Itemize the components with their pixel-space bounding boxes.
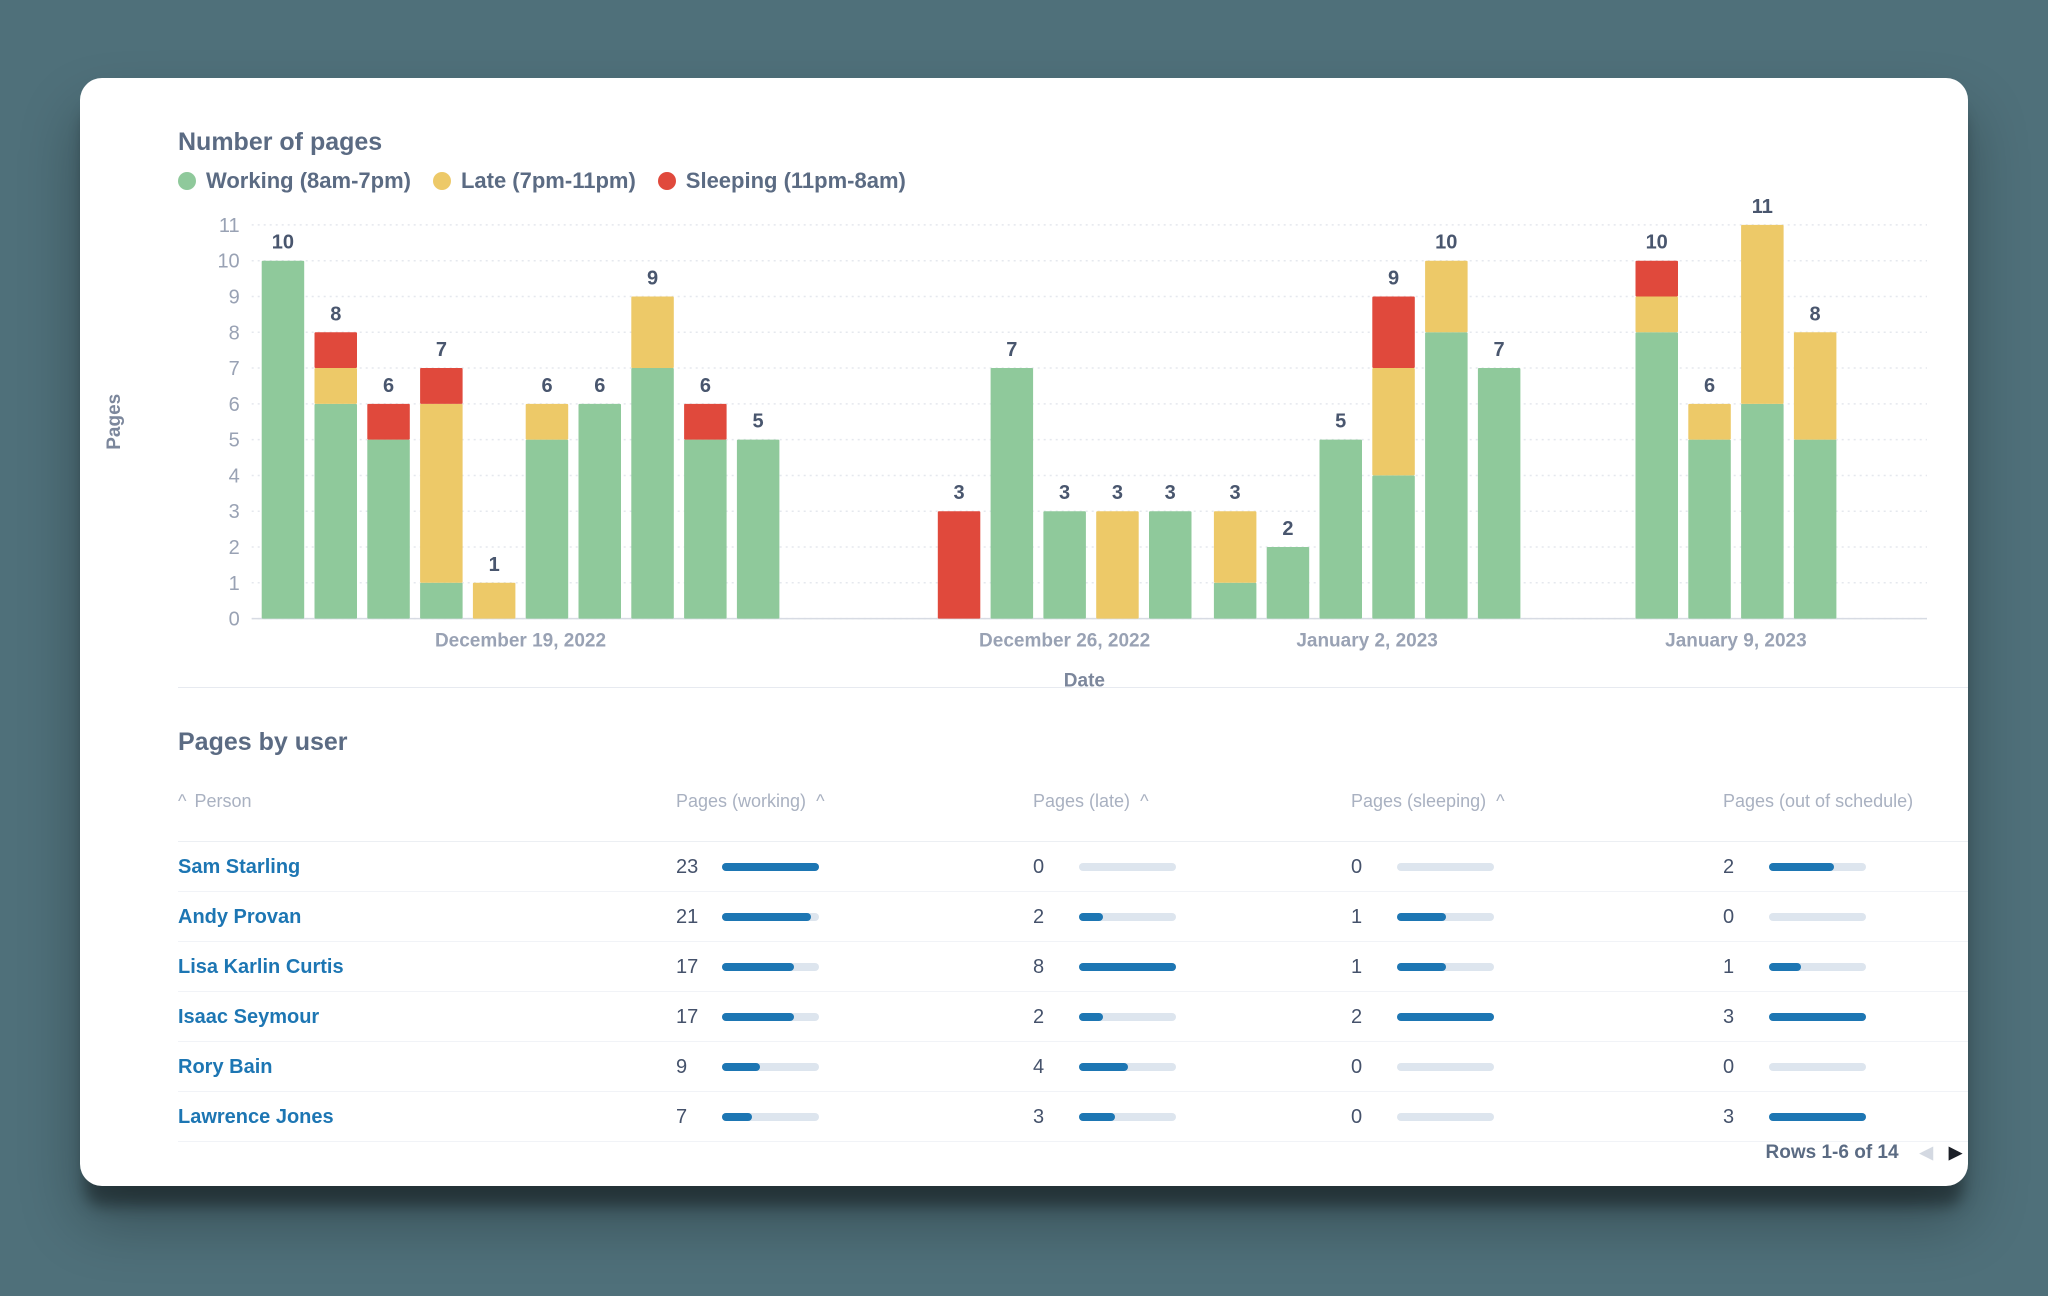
svg-text:6: 6 xyxy=(1704,375,1715,397)
svg-text:January 2, 2023: January 2, 2023 xyxy=(1296,631,1438,652)
svg-text:9: 9 xyxy=(229,286,240,308)
svg-text:4: 4 xyxy=(229,465,240,487)
svg-text:Date: Date xyxy=(1064,671,1105,692)
svg-text:6: 6 xyxy=(700,375,711,397)
svg-text:9: 9 xyxy=(1388,267,1399,289)
svg-text:7: 7 xyxy=(1494,339,1505,361)
svg-text:3: 3 xyxy=(229,501,240,523)
svg-text:3: 3 xyxy=(953,482,964,504)
svg-text:10: 10 xyxy=(272,232,294,254)
svg-text:5: 5 xyxy=(229,430,240,452)
svg-text:3: 3 xyxy=(1165,482,1176,504)
svg-text:3: 3 xyxy=(1112,482,1123,504)
svg-text:5: 5 xyxy=(753,411,764,433)
svg-text:6: 6 xyxy=(541,375,552,397)
svg-text:6: 6 xyxy=(594,375,605,397)
svg-text:3: 3 xyxy=(1059,482,1070,504)
svg-text:10: 10 xyxy=(1435,232,1457,254)
svg-text:2: 2 xyxy=(1282,518,1293,540)
svg-text:10: 10 xyxy=(1646,232,1668,254)
svg-text:2: 2 xyxy=(229,537,240,559)
svg-text:7: 7 xyxy=(1006,339,1017,361)
svg-text:8: 8 xyxy=(330,303,341,325)
svg-text:9: 9 xyxy=(647,267,658,289)
svg-text:3: 3 xyxy=(1230,482,1241,504)
svg-text:11: 11 xyxy=(1752,196,1773,218)
svg-text:1: 1 xyxy=(489,554,500,576)
svg-text:Pages: Pages xyxy=(104,394,125,450)
svg-text:6: 6 xyxy=(229,394,240,416)
svg-text:January 9, 2023: January 9, 2023 xyxy=(1665,631,1807,652)
svg-text:6: 6 xyxy=(383,375,394,397)
svg-text:10: 10 xyxy=(217,251,239,273)
svg-text:December 19, 2022: December 19, 2022 xyxy=(435,631,606,652)
svg-text:5: 5 xyxy=(1335,411,1346,433)
svg-text:1: 1 xyxy=(229,573,240,595)
svg-text:7: 7 xyxy=(436,339,447,361)
svg-text:8: 8 xyxy=(1810,303,1821,325)
svg-text:7: 7 xyxy=(229,358,240,380)
svg-text:December 26, 2022: December 26, 2022 xyxy=(979,631,1150,652)
svg-text:8: 8 xyxy=(229,322,240,344)
svg-text:11: 11 xyxy=(219,215,240,237)
svg-text:0: 0 xyxy=(229,609,240,631)
